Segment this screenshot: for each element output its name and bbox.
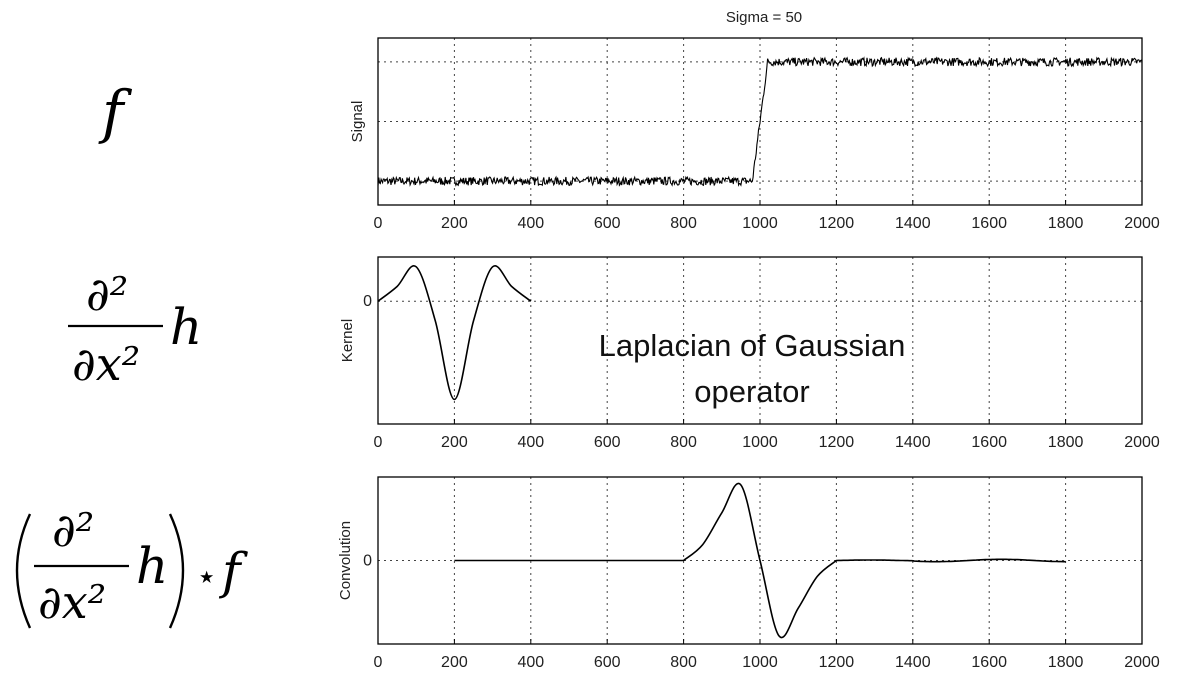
formula-conv-partial2: ∂²	[52, 503, 94, 557]
kernel-series-line	[377, 264, 532, 401]
x-tick-label: 0	[374, 654, 383, 671]
x-tick-label: 1000	[742, 215, 778, 232]
annotation-line-2: operator	[694, 374, 809, 409]
x-tick-label: 1200	[819, 434, 855, 451]
kernel-chart: 0 200 400 600 800 1000 1200 1400 1600 1800 2000 0 Ke…	[339, 256, 1160, 451]
formula-convolution: ∂² ∂x² h ⋆ f	[15, 503, 248, 629]
chart-title: Sigma = 50	[726, 9, 802, 26]
y-tick-label: 0	[363, 293, 372, 310]
x-tick-label: 2000	[1124, 215, 1160, 232]
formula-f-symbol: f	[98, 78, 133, 146]
formula-conv-f: f	[218, 542, 248, 600]
formula-left-paren	[15, 513, 32, 629]
x-tick-label: 1200	[819, 215, 855, 232]
x-tick-label: 600	[594, 654, 621, 671]
x-tick-label: 200	[441, 654, 468, 671]
x-tick-label: 200	[441, 215, 468, 232]
y-axis-label: Signal	[349, 101, 366, 143]
x-tick-label: 1400	[895, 654, 931, 671]
convolution-chart: 0 200 400 600 800 1000 1200 1400 1600 1800 2000 0 Co…	[337, 476, 1160, 671]
x-tick-label: 1000	[742, 434, 778, 451]
x-tick-label: 600	[594, 434, 621, 451]
y-tick-label: 0	[363, 553, 372, 570]
x-tick-label: 800	[670, 215, 697, 232]
y-axis-label: Kernel	[339, 319, 356, 362]
x-tick-label: 1400	[895, 215, 931, 232]
formula-f: f	[98, 78, 133, 146]
x-tick-label: 1400	[895, 434, 931, 451]
annotation-line-1: Laplacian of Gaussian	[599, 328, 906, 363]
x-tick-label: 800	[670, 434, 697, 451]
y-axis-label: Convolution	[337, 521, 354, 600]
x-tick-label: 800	[670, 654, 697, 671]
convolution-series-line	[454, 482, 1066, 639]
formula-dx2-denominator: ∂x²	[72, 337, 140, 391]
x-tick-label: 1600	[971, 654, 1007, 671]
x-tick-label: 1800	[1048, 215, 1084, 232]
x-tick-label: 400	[517, 434, 544, 451]
x-tick-label: 1600	[971, 215, 1007, 232]
x-tick-label: 400	[517, 215, 544, 232]
formula-conv-dx2: ∂x²	[38, 575, 106, 629]
x-tick-label: 1800	[1048, 434, 1084, 451]
signal-series-line	[377, 56, 1143, 187]
x-tick-label: 2000	[1124, 434, 1160, 451]
x-tick-label: 2000	[1124, 654, 1160, 671]
x-tick-label: 1600	[971, 434, 1007, 451]
x-tick-label: 1000	[742, 654, 778, 671]
x-tick-label: 1800	[1048, 654, 1084, 671]
x-tick-label: 0	[374, 434, 383, 451]
x-tick-label: 600	[594, 215, 621, 232]
formula-second-derivative-h: ∂² ∂x² h	[68, 267, 202, 391]
formula-star-operator: ⋆	[196, 557, 217, 597]
formula-h-symbol: h	[170, 298, 202, 356]
x-tick-label: 400	[517, 654, 544, 671]
formula-right-paren	[168, 513, 185, 629]
x-tick-label: 0	[374, 215, 383, 232]
formula-conv-h: h	[136, 537, 168, 595]
x-tick-label: 200	[441, 434, 468, 451]
x-tick-label: 1200	[819, 654, 855, 671]
signal-chart: 0 200 400 600 800 1000 1200 1400 1600 1800 2000 Sig…	[349, 9, 1160, 232]
formula-partial2-numerator: ∂²	[86, 267, 128, 321]
